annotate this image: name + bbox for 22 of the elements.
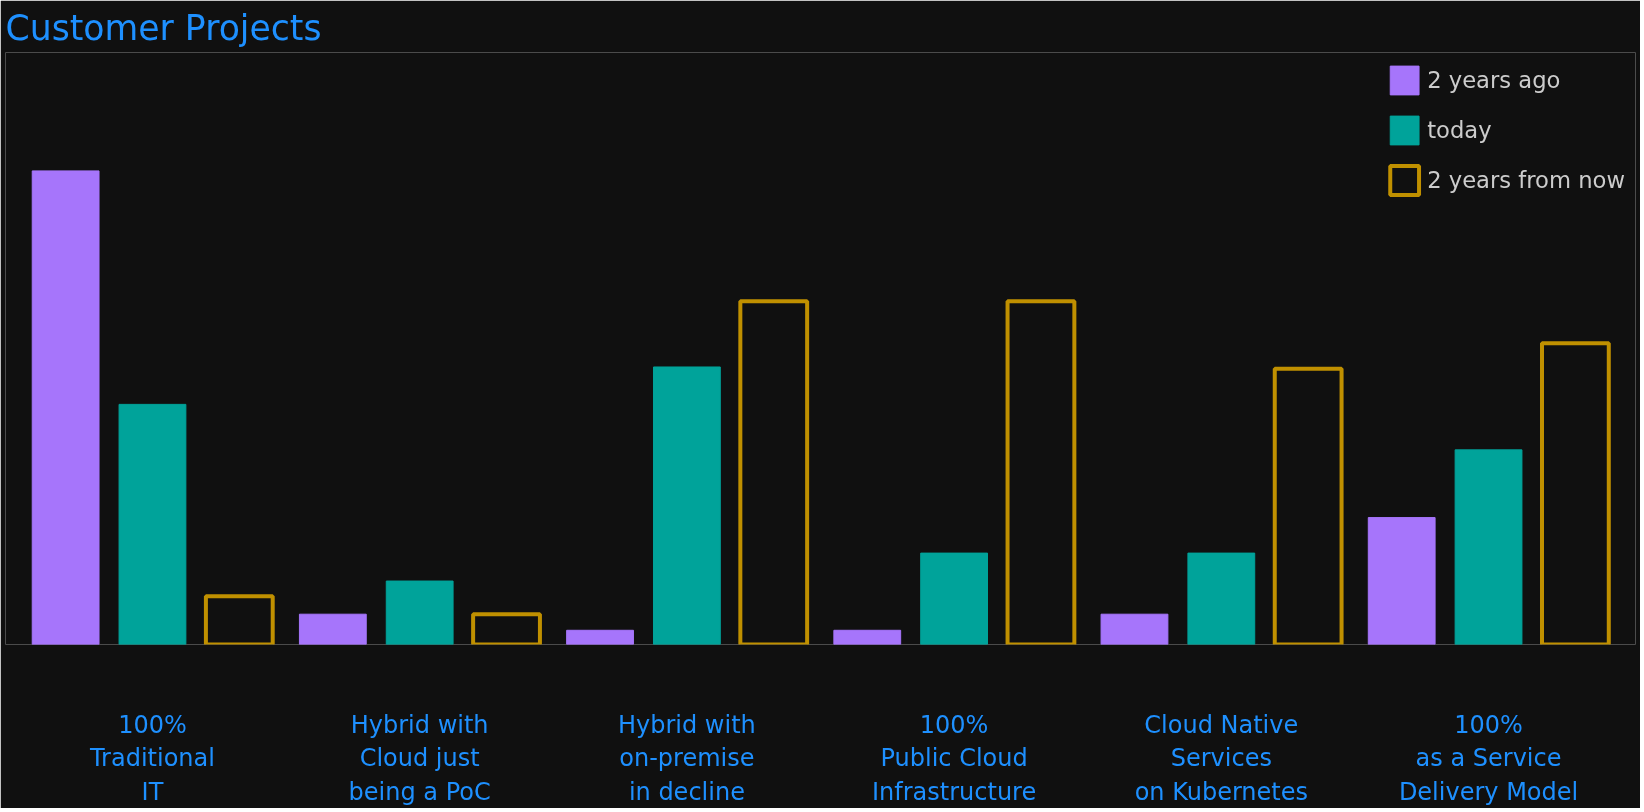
bar: [298, 613, 367, 645]
legend-label: today: [1427, 117, 1492, 143]
legend-label: 2 years from now: [1427, 167, 1625, 193]
bar: [652, 366, 721, 645]
bar: [1100, 613, 1169, 645]
bar: [31, 170, 100, 645]
bar: [833, 629, 902, 645]
bar: [1454, 449, 1523, 645]
x-tick-label: Cloud Native Services on Kubernetes: [1134, 710, 1309, 806]
chart-title: Customer Projects: [5, 7, 322, 48]
legend-label: 2 years ago: [1427, 67, 1561, 93]
x-tick-label: Hybrid with Cloud just being a PoC: [348, 710, 491, 806]
x-tick-label: 100% as a Service Delivery Model: [1398, 710, 1579, 806]
x-tick-label: Hybrid with on-premise in decline: [617, 710, 756, 806]
x-tick-label: 100% Traditional IT: [88, 710, 215, 806]
bar: [920, 552, 989, 645]
bar: [118, 403, 187, 645]
bar: [385, 580, 454, 645]
bar: [566, 629, 634, 645]
x-tick-label: 100% Public Cloud Infrastructure: [871, 710, 1037, 806]
bar: [1367, 517, 1436, 645]
bar: [1187, 552, 1256, 645]
